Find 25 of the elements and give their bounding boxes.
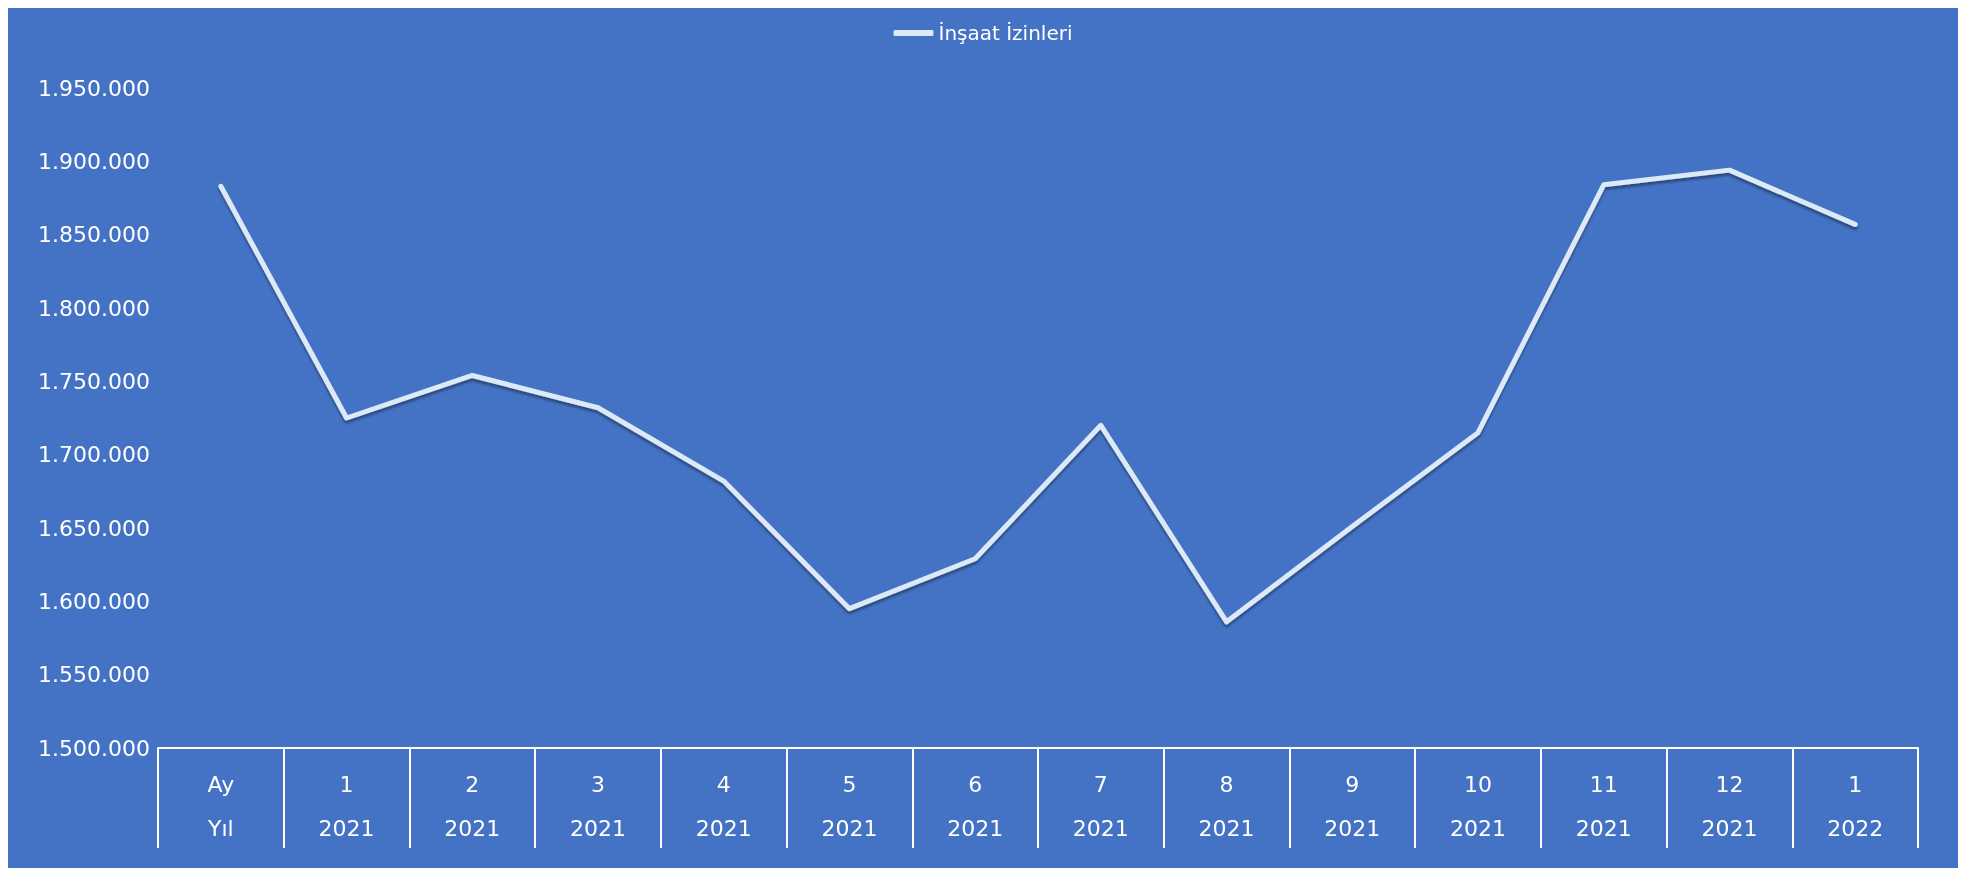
x-tick-label: 2 2021 [444,771,501,841]
x-tick-label: Ay Yıl [207,771,235,841]
y-tick-label: 1.900.000 [38,148,150,174]
x-tick-label: 11 2021 [1575,771,1632,841]
legend-label: İnşaat İzinleri [938,21,1073,45]
x-tick-label: 1 2021 [318,771,375,841]
y-tick-label: 1.500.000 [38,735,150,761]
y-tick-label: 1.950.000 [38,75,150,101]
x-tick-label: 5 2021 [821,771,878,841]
y-tick-label: 1.850.000 [38,222,150,248]
x-tick-label: 8 2021 [1198,771,1255,841]
x-tick-label: 6 2021 [947,771,1004,841]
y-tick-label: 1.650.000 [38,515,150,541]
x-tick-label: 3 2021 [570,771,626,841]
x-tick-label: 10 2021 [1450,771,1506,841]
x-tick-label: 12 2021 [1701,771,1758,841]
y-tick-label: 1.600.000 [38,588,150,614]
y-tick-label: 1.750.000 [38,368,150,394]
y-tick-label: 1.800.000 [38,295,150,321]
x-tick-label: 1 2022 [1827,771,1884,841]
x-tick-label: 4 2021 [695,771,752,841]
y-tick-label: 1.550.000 [38,662,150,688]
y-tick-label: 1.700.000 [38,442,150,468]
x-tick-label: 9 2021 [1324,771,1381,841]
x-tick-label: 7 2021 [1072,771,1129,841]
